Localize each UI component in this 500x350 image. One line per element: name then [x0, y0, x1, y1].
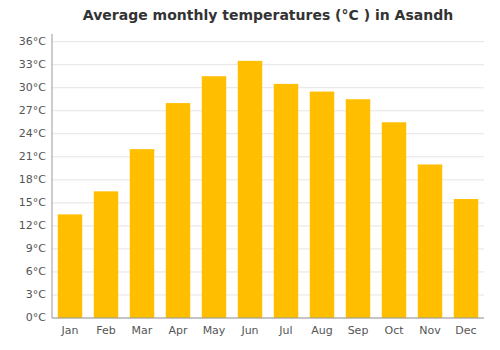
x-tick-label: Aug [311, 324, 332, 337]
bar [166, 103, 190, 318]
bar [274, 84, 298, 318]
grid-line [52, 64, 484, 65]
bar [130, 149, 154, 318]
bar [58, 214, 82, 318]
y-tick-label: 24°C [19, 127, 46, 140]
chart-container: 0°C 3°C 6°C 9°C 12°C 15°C 18°C 21°C 24°C 27°C 30°C… [0, 0, 500, 350]
x-tick-label: Sep [348, 324, 369, 337]
grid-line [52, 110, 484, 111]
y-tick-label: 9°C [26, 242, 46, 255]
bars [58, 61, 478, 318]
x-tick-label: Mar [132, 324, 153, 337]
x-axis-line [52, 318, 484, 319]
x-tick-label: Jun [240, 324, 258, 337]
grid-line [52, 41, 484, 42]
bar [418, 164, 442, 318]
y-tick-label: 21°C [19, 150, 46, 163]
y-tick-label: 18°C [19, 173, 46, 186]
bar [238, 61, 262, 318]
y-tick-label: 33°C [19, 58, 46, 71]
grid-line [52, 87, 484, 88]
y-tick-label: 6°C [26, 265, 46, 278]
grid-line [52, 156, 484, 157]
x-tick-label: May [203, 324, 226, 337]
bar [310, 92, 334, 318]
chart-title: Average monthly temperatures (°C ) in As… [83, 7, 453, 23]
x-tick-label: Feb [96, 324, 115, 337]
bar [454, 199, 478, 318]
bar [94, 191, 118, 318]
y-tick-label: 27°C [19, 104, 46, 117]
page: {"chart_data": {"type": "bar", "title": … [0, 0, 500, 350]
x-axis: Jan Feb Mar Apr May Jun Jul Aug Sep Oct Nov Dec [52, 318, 484, 337]
y-tick-label: 12°C [19, 219, 46, 232]
grid-line [52, 318, 484, 319]
x-tick-label: Oct [384, 324, 404, 337]
y-grid [52, 42, 484, 318]
y-tick-label: 3°C [26, 288, 46, 301]
y-axis: 0°C 3°C 6°C 9°C 12°C 15°C 18°C 21°C 24°C 27°C 30°C… [19, 34, 52, 324]
chart-svg: 0°C 3°C 6°C 9°C 12°C 15°C 18°C 21°C 24°C 27°C 30°C… [0, 0, 500, 350]
x-tick-label: Nov [419, 324, 441, 337]
x-tick-label: Jul [278, 324, 292, 337]
y-tick-label: 0°C [26, 311, 46, 324]
x-tick-label: Jan [61, 324, 79, 337]
grid-line [52, 133, 484, 134]
bar [202, 76, 226, 318]
x-tick-label: Dec [455, 324, 476, 337]
y-tick-label: 36°C [19, 35, 46, 48]
y-axis-line [52, 34, 53, 318]
x-tick-label: Apr [168, 324, 188, 337]
bar [346, 99, 370, 318]
y-tick-label: 15°C [19, 196, 46, 209]
y-tick-label: 30°C [19, 81, 46, 94]
bar [382, 122, 406, 318]
